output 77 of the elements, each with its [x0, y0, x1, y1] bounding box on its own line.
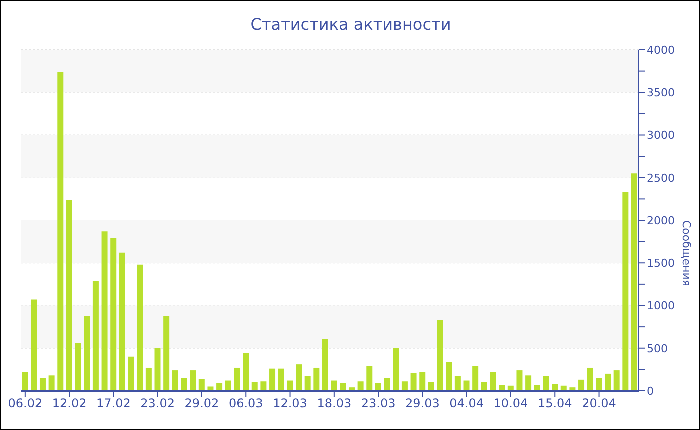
bar [622, 192, 629, 391]
x-tick-label: 23.03 [361, 396, 396, 411]
y-tick-label: 0 [647, 384, 654, 398]
bar [587, 368, 594, 391]
bar [198, 379, 205, 391]
bar [40, 378, 46, 391]
y-axis-title: Сообщения [680, 220, 694, 287]
bar [66, 200, 72, 391]
bar [526, 376, 532, 391]
bar [322, 339, 328, 391]
bar [393, 348, 400, 391]
bar [119, 252, 126, 391]
bar [48, 376, 55, 391]
y-tick-label: 3000 [647, 129, 675, 142]
y-tick-label: 1000 [647, 300, 675, 313]
bar [543, 376, 550, 391]
bar [296, 364, 302, 391]
bar [75, 343, 82, 391]
x-tick-label: 12.02 [52, 396, 87, 411]
bar [270, 368, 276, 391]
bar [190, 370, 196, 391]
bar [490, 372, 496, 391]
bar [102, 232, 108, 391]
bar [234, 368, 240, 391]
bar [358, 382, 364, 391]
bar [31, 300, 38, 391]
bar [366, 366, 373, 391]
bar [154, 348, 161, 391]
bar [631, 174, 638, 391]
bar [472, 366, 479, 391]
bar [172, 370, 178, 391]
chart-title: Статистика активности [250, 15, 452, 34]
bar [596, 378, 602, 391]
x-tick-label: 23.02 [140, 396, 176, 411]
x-tick-label: 15.04 [538, 396, 572, 411]
bar [58, 72, 64, 391]
bar [314, 368, 320, 391]
bar [410, 373, 417, 391]
bar [260, 382, 267, 391]
bar [304, 376, 311, 391]
y-tick-label: 4000 [647, 44, 675, 57]
y-tick-label: 500 [647, 342, 668, 356]
bar [437, 320, 444, 391]
y-tick-label: 1500 [647, 257, 675, 270]
bar [92, 281, 99, 391]
y-tick-label: 3500 [647, 86, 675, 100]
bar [516, 370, 523, 391]
x-tick-label: 04.04 [450, 396, 484, 411]
bar [420, 372, 426, 391]
x-tick-label: 12.03 [273, 396, 308, 411]
y-tick-label: 2000 [647, 214, 675, 228]
bar [110, 238, 117, 391]
bar [446, 362, 452, 391]
bar [278, 368, 284, 391]
bar [454, 376, 461, 391]
x-tick-label: 29.03 [406, 396, 440, 411]
x-tick-label: 20.04 [582, 396, 616, 411]
bar [137, 264, 144, 391]
x-tick-label: 06.03 [228, 396, 264, 411]
bar [128, 356, 134, 391]
x-tick-label: 18.03 [317, 396, 352, 411]
bar [614, 370, 620, 391]
bar [243, 353, 250, 391]
x-tick-label: 29.02 [184, 396, 220, 411]
bar [84, 316, 90, 391]
bar [164, 316, 170, 391]
bar [181, 378, 188, 391]
bar [605, 374, 612, 391]
bar [384, 378, 390, 391]
x-tick-label: 10.04 [494, 396, 528, 411]
x-tick-label: 06.02 [8, 396, 43, 411]
y-tick-label: 2500 [647, 172, 675, 185]
bar [22, 372, 28, 391]
bar [578, 380, 585, 391]
bar [146, 368, 152, 391]
x-tick-label: 17.02 [96, 396, 131, 411]
bar [402, 382, 408, 391]
